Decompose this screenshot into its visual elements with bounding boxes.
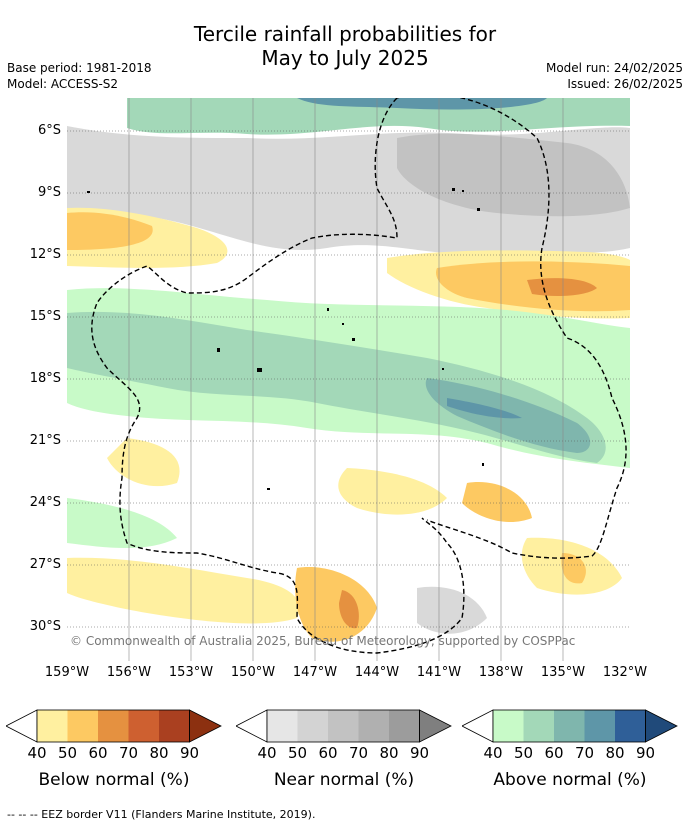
eez-border-north xyxy=(91,98,465,654)
title-line-1: Tercile rainfall probabilities for xyxy=(193,22,497,46)
above-normal-label: Above normal (%) xyxy=(493,770,647,790)
above-mid-teal xyxy=(67,311,606,463)
below-south-band xyxy=(67,557,300,624)
lon-label-141w: 141°W xyxy=(416,665,462,680)
islands xyxy=(87,188,484,490)
near-tick-60: 60 xyxy=(318,744,338,762)
below-tick-60: 60 xyxy=(88,744,108,762)
eez-border-east xyxy=(397,98,627,559)
lon-label-147w: 147°W xyxy=(292,665,338,680)
lon-label-144w: 144°W xyxy=(354,665,400,680)
near-tick-50: 50 xyxy=(287,744,308,762)
map-title: Tercile rainfall probabilities for May t… xyxy=(0,22,690,70)
near-tick-40: 40 xyxy=(257,744,277,762)
left-metadata: Base period: 1981-2018 Model: ACCESS-S2 xyxy=(7,60,152,92)
lat-label-27s: 27°S xyxy=(29,557,61,572)
legend-below-normal: 40 50 60 70 80 90 Below normal (%) xyxy=(6,708,222,790)
below-normal-colorbar xyxy=(6,709,222,743)
above-tick-40: 40 xyxy=(483,744,503,762)
probability-map xyxy=(67,98,630,661)
above-mid-blue xyxy=(447,398,522,419)
above-tick-70: 70 xyxy=(574,744,595,762)
near-tick-70: 70 xyxy=(348,744,369,762)
model-run: Model run: 24/02/2025 xyxy=(545,61,683,75)
below-southeast-core xyxy=(561,553,586,584)
below-south-patch-3 xyxy=(462,482,532,523)
lon-label-135w: 135°W xyxy=(540,665,586,680)
title-line-2: May to July 2025 xyxy=(261,46,429,70)
lon-label-132w: 132°W xyxy=(602,665,648,680)
lon-gridlines xyxy=(128,98,564,661)
lon-label-150w: 150°W xyxy=(230,665,276,680)
below-south-dark xyxy=(339,590,359,629)
lon-label-159w: 159°W xyxy=(44,665,90,680)
model-name: Model: ACCESS-S2 xyxy=(7,77,119,91)
lon-label-138w: 138°W xyxy=(478,665,524,680)
lat-label-12s: 12°S xyxy=(29,247,61,262)
lat-label-18s: 18°S xyxy=(29,371,61,386)
lat-label-30s: 30°S xyxy=(29,619,61,634)
legend-near-normal: 40 50 60 70 80 90 Near normal (%) xyxy=(236,708,452,790)
lat-label-24s: 24°S xyxy=(29,495,61,510)
above-normal-colorbar xyxy=(462,709,678,743)
issued-date: Issued: 26/02/2025 xyxy=(567,77,683,91)
below-tick-50: 50 xyxy=(57,744,78,762)
above-tick-90: 90 xyxy=(635,744,656,762)
base-period: Base period: 1981-2018 xyxy=(7,61,152,75)
eez-footnote: -- -- -- EEZ border V11 (Flanders Marine… xyxy=(7,808,316,821)
copyright-notice: © Commonwealth of Australia 2025, Bureau… xyxy=(70,634,576,648)
below-tick-40: 40 xyxy=(27,744,47,762)
above-tick-60: 60 xyxy=(544,744,564,762)
north-blue-band xyxy=(297,98,547,110)
below-tick-70: 70 xyxy=(118,744,139,762)
below-tick-90: 90 xyxy=(179,744,200,762)
right-metadata: Model run: 24/02/2025 Issued: 26/02/2025 xyxy=(546,60,683,92)
near-tick-80: 80 xyxy=(379,744,399,762)
near-south-patch xyxy=(417,586,487,634)
near-tick-90: 90 xyxy=(409,744,430,762)
lat-gridlines xyxy=(67,130,630,628)
below-south-patch-1 xyxy=(107,438,180,487)
lat-label-21s: 21°S xyxy=(29,433,61,448)
below-normal-label: Below normal (%) xyxy=(38,770,190,790)
below-tick-80: 80 xyxy=(149,744,169,762)
legend-above-normal: 40 50 60 70 80 90 Above normal (%) xyxy=(462,708,678,790)
near-normal-colorbar xyxy=(236,709,452,743)
above-tick-50: 50 xyxy=(513,744,534,762)
lat-label-9s: 9°S xyxy=(37,185,61,200)
lat-label-15s: 15°S xyxy=(29,309,61,324)
near-normal-label: Near normal (%) xyxy=(273,770,415,790)
near-normal-dark xyxy=(397,133,630,217)
lat-label-6s: 6°S xyxy=(37,123,61,138)
lon-label-156w: 156°W xyxy=(106,665,152,680)
below-south-patch-2 xyxy=(338,468,447,515)
above-southwest-patch xyxy=(67,498,177,548)
above-tick-80: 80 xyxy=(605,744,625,762)
lon-label-153w: 153°W xyxy=(168,665,214,680)
below-left-core xyxy=(67,212,153,250)
